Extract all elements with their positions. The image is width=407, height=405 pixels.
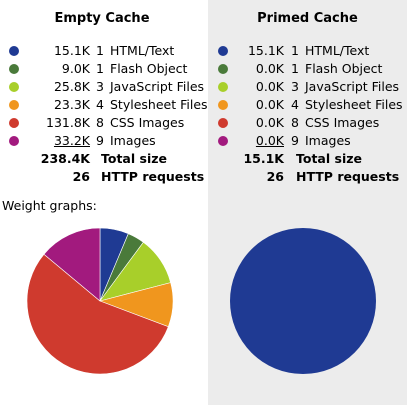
- javascript-color-dot-icon: [9, 82, 19, 92]
- stat-count: 1: [96, 61, 104, 76]
- stylesheet-color-dot-icon: [9, 100, 19, 110]
- stat-row-stylesheet: 23.3K 4 Stylesheet Files: [0, 96, 208, 114]
- stat-label: Flash Object: [305, 61, 383, 76]
- stat-size: 15.1K: [53, 43, 90, 58]
- stat-row-css-images: 131.8K 8 CSS Images: [0, 114, 204, 132]
- stat-label: JavaScript Files: [305, 79, 400, 94]
- empty-cache-title: Empty Cache: [54, 11, 150, 26]
- empty-cache-column: Empty Cache 15.1K 1 HTML/Text 9.0K 1 Fla…: [0, 11, 208, 375]
- total-size-label: Total size: [101, 151, 167, 166]
- stat-count: 9: [291, 133, 299, 148]
- css-images-color-dot-icon: [218, 118, 228, 128]
- stat-row-images: 0.0K 9 Images: [208, 132, 407, 150]
- total-size-label: Total size: [296, 151, 362, 166]
- pie-slice-css-images: [26, 253, 169, 375]
- http-requests-row: 26 HTTP requests: [0, 168, 205, 186]
- primed-cache-title: Primed Cache: [257, 11, 358, 26]
- total-size-value: 15.1K: [243, 151, 284, 166]
- primed-cache-pie-chart: [230, 228, 376, 374]
- stat-size: 15.1K: [247, 43, 284, 58]
- stylesheet-color-dot-icon: [218, 100, 228, 110]
- total-size-value: 238.4K: [40, 151, 90, 166]
- stat-row-html: 15.1K 1 HTML/Text: [208, 42, 407, 60]
- stat-count: 3: [96, 79, 104, 94]
- pie-slice-images: [43, 227, 101, 302]
- http-requests-label: HTTP requests: [296, 169, 400, 184]
- stat-row-javascript: 0.0K 3 JavaScript Files: [208, 78, 407, 96]
- flash-color-dot-icon: [218, 64, 228, 74]
- stat-row-javascript: 25.8K 3 JavaScript Files: [0, 78, 204, 96]
- stat-count: 8: [96, 115, 104, 130]
- primed-cache-stats: 15.1K 1 HTML/Text 0.0K 1 Flash Object 0.…: [208, 42, 407, 186]
- http-requests-label: HTTP requests: [101, 169, 205, 184]
- stat-label: HTML/Text: [305, 43, 370, 58]
- javascript-color-dot-icon: [218, 82, 228, 92]
- stat-count: 9: [96, 133, 104, 148]
- total-size-row: 15.1K Total size: [208, 150, 407, 168]
- stat-label: Images: [305, 133, 351, 148]
- stat-label: Stylesheet Files: [110, 97, 208, 112]
- stat-row-stylesheet: 0.0K 4 Stylesheet Files: [208, 96, 407, 114]
- stat-count: 1: [291, 43, 299, 58]
- total-size-row: 238.4K Total size: [0, 150, 204, 168]
- stat-count: 8: [291, 115, 299, 130]
- stat-label: Images: [110, 133, 156, 148]
- stat-label: Flash Object: [110, 61, 188, 76]
- stat-size: 25.8K: [53, 79, 90, 94]
- stat-label: Stylesheet Files: [305, 97, 403, 112]
- http-requests-value: 26: [266, 169, 284, 184]
- css-images-color-dot-icon: [9, 118, 19, 128]
- stat-row-css-images: 0.0K 8 CSS Images: [208, 114, 407, 132]
- stat-size: 9.0K: [61, 61, 90, 76]
- stat-size: 0.0K: [255, 133, 284, 148]
- images-color-dot-icon: [9, 136, 19, 146]
- stat-count: 4: [291, 97, 299, 112]
- stat-label: CSS Images: [110, 115, 185, 130]
- stat-row-images: 33.2K 9 Images: [0, 132, 204, 150]
- stat-row-html: 15.1K 1 HTML/Text: [0, 42, 204, 60]
- stat-count: 3: [291, 79, 299, 94]
- http-requests-row: 26 HTTP requests: [208, 168, 407, 186]
- stat-size: 0.0K: [255, 97, 284, 112]
- stat-count: 1: [96, 43, 104, 58]
- http-requests-value: 26: [72, 169, 90, 184]
- primed-cache-column: Primed Cache 15.1K 1 HTML/Text 0.0K 1 Fl…: [208, 0, 407, 405]
- pie-slice-html-text: [230, 228, 376, 374]
- stat-row-flash: 0.0K 1 Flash Object: [208, 60, 407, 78]
- weight-graphs-label: Weight graphs:: [2, 198, 97, 213]
- images-color-dot-icon: [218, 136, 228, 146]
- stat-label: CSS Images: [305, 115, 380, 130]
- empty-cache-stats: 15.1K 1 HTML/Text 9.0K 1 Flash Object 25…: [0, 42, 208, 186]
- stat-size: 0.0K: [255, 115, 284, 130]
- stat-label: JavaScript Files: [110, 79, 205, 94]
- stat-size: 131.8K: [46, 115, 90, 130]
- stat-label: HTML/Text: [110, 43, 175, 58]
- stat-size: 23.3K: [53, 97, 90, 112]
- flash-color-dot-icon: [9, 64, 19, 74]
- stat-size: 0.0K: [255, 61, 284, 76]
- html-color-dot-icon: [9, 46, 19, 56]
- stat-count: 4: [96, 97, 104, 112]
- html-color-dot-icon: [218, 46, 228, 56]
- stat-row-flash: 9.0K 1 Flash Object: [0, 60, 204, 78]
- empty-cache-pie-chart: [26, 227, 174, 375]
- stat-size: 33.2K: [53, 133, 90, 148]
- stat-size: 0.0K: [255, 79, 284, 94]
- stat-count: 1: [291, 61, 299, 76]
